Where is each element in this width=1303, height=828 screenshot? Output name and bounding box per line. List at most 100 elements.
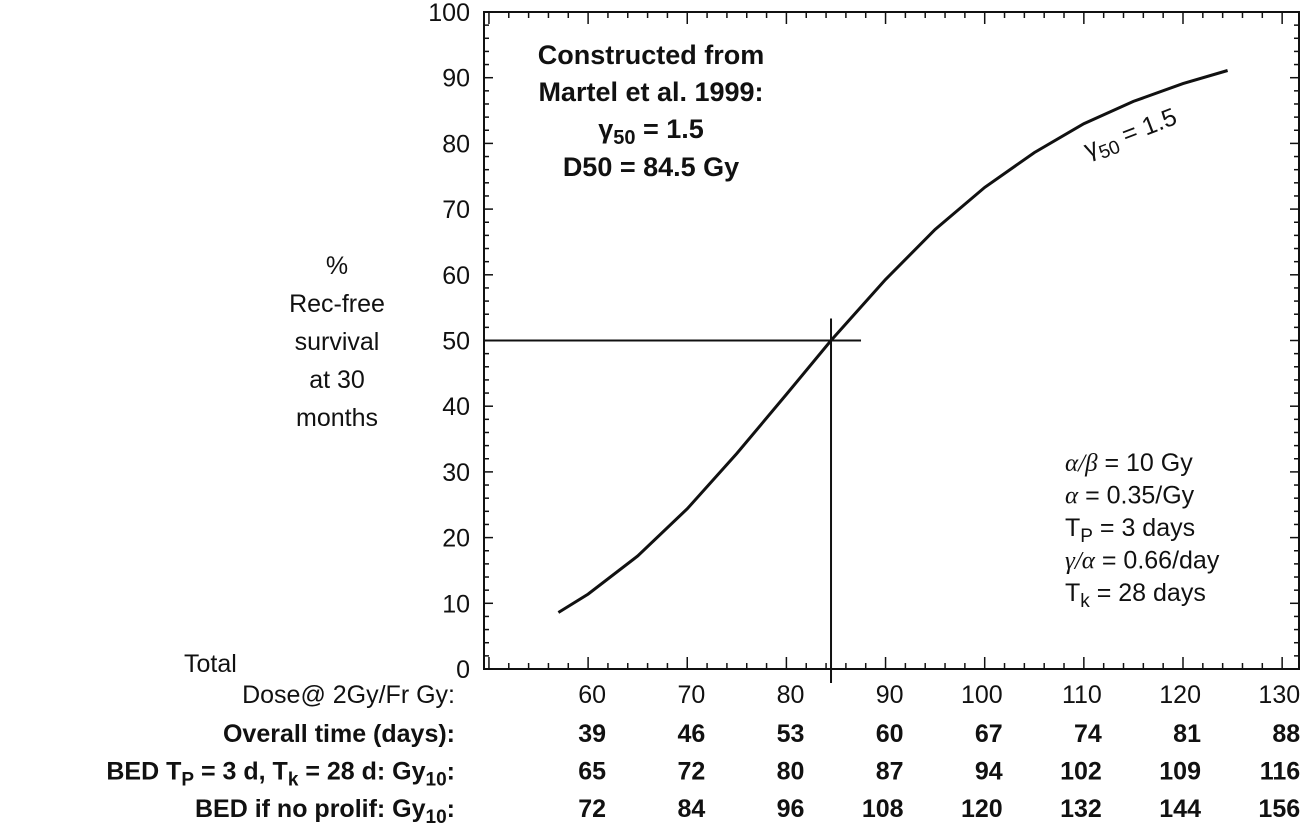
subscript: 10 bbox=[426, 807, 447, 828]
table-row-label: Overall time (days): bbox=[223, 720, 455, 748]
construction-annotation: Constructed from Martel et al. 1999: γ50 =… bbox=[538, 40, 765, 182]
x-tick-label: 120 bbox=[1159, 681, 1201, 709]
dose-table: Overall time (days): 39 46 53 60 67 74 81 88 BED … bbox=[106, 720, 1300, 828]
text-segment: Martel et al. 1999: bbox=[538, 77, 763, 107]
table-cell: 84 bbox=[677, 795, 705, 823]
text-segment: T bbox=[1065, 579, 1080, 607]
y-tick-label: 80 bbox=[442, 130, 470, 158]
y-tick-label: 100 bbox=[428, 0, 470, 27]
y-axis-title-line: % bbox=[326, 252, 348, 280]
x-tick-label: 110 bbox=[1062, 681, 1102, 709]
parameter-line: α/β = 10 Gy bbox=[1065, 449, 1193, 477]
x-tick-labels: 60 70 80 90 100 110 120 130 bbox=[578, 681, 1300, 709]
table-cell: 88 bbox=[1272, 720, 1300, 748]
parameter-line: α = 0.35/Gy bbox=[1065, 482, 1195, 510]
table-cell: 67 bbox=[975, 720, 1003, 748]
table-cell: 109 bbox=[1159, 758, 1201, 786]
subscript: P bbox=[1080, 526, 1093, 547]
subscript: 50 bbox=[613, 127, 635, 149]
x-tick-label: 70 bbox=[677, 681, 705, 709]
x-tick-label: 90 bbox=[876, 681, 904, 709]
table-row-label: BED TP = 3 d, Tk = 28 d: Gy10: bbox=[106, 758, 455, 791]
table-cell: 74 bbox=[1074, 720, 1102, 748]
axis-ticks bbox=[484, 11, 1299, 670]
table-cell: 46 bbox=[677, 720, 705, 748]
annotation-line: D50 = 84.5 Gy bbox=[563, 152, 739, 182]
text-segment: : bbox=[447, 758, 455, 786]
table-cell: 65 bbox=[578, 758, 606, 786]
parameter-line: γ/α = 0.66/day bbox=[1065, 547, 1220, 575]
x-axis-title-line: Dose@ 2Gy/Fr Gy: bbox=[242, 681, 455, 709]
x-tick-label: 100 bbox=[961, 681, 1003, 709]
table-cell: 60 bbox=[876, 720, 904, 748]
y-tick-label: 20 bbox=[442, 525, 470, 553]
table-row: Overall time (days): 39 46 53 60 67 74 81 88 bbox=[223, 720, 1300, 748]
table-cell: 102 bbox=[1060, 758, 1102, 786]
table-cell: 144 bbox=[1159, 795, 1201, 823]
x-tick-label: 60 bbox=[578, 681, 606, 709]
x-tick-label: 130 bbox=[1258, 681, 1300, 709]
subscript: k bbox=[288, 769, 299, 790]
text-segment: BED if no prolif: Gy bbox=[195, 795, 426, 823]
y-axis-title: % Rec-free survival at 30 months bbox=[289, 252, 385, 432]
x-tick-label: 80 bbox=[777, 681, 805, 709]
text-segment: Overall time (days): bbox=[223, 720, 455, 748]
d50-reference-lines bbox=[484, 318, 862, 683]
table-row: BED if no prolif: Gy10: 72 84 96 108 120 132 14… bbox=[195, 795, 1300, 828]
table-cell: 72 bbox=[578, 795, 606, 823]
text-segment: = 28 days bbox=[1090, 579, 1206, 607]
text-segment: T bbox=[1065, 514, 1080, 542]
subscript: P bbox=[181, 769, 194, 790]
text-segment: = 28 d: Gy bbox=[298, 758, 425, 786]
annotation-line: Martel et al. 1999: bbox=[538, 77, 763, 107]
text-segment: γ/α bbox=[1065, 548, 1096, 575]
subscript: k bbox=[1080, 591, 1090, 612]
text-segment: Constructed from bbox=[538, 40, 765, 70]
table-cell: 80 bbox=[777, 758, 805, 786]
parameter-line: TP = 3 days bbox=[1065, 514, 1195, 547]
series-line-gamma50 bbox=[557, 69, 1229, 614]
text-segment: : bbox=[447, 795, 455, 823]
text-segment: BED T bbox=[106, 758, 181, 786]
table-cell: 132 bbox=[1060, 795, 1102, 823]
table-cell: 53 bbox=[777, 720, 805, 748]
annotation-line: γ50 = 1.5 bbox=[598, 114, 704, 149]
y-tick-label: 10 bbox=[442, 590, 470, 618]
text-segment: = 0.35/Gy bbox=[1078, 482, 1195, 510]
series-label-text: γ50 = 1.5 bbox=[1080, 103, 1182, 168]
y-axis-title-line: at 30 bbox=[309, 366, 365, 394]
text-segment: = 1.5 bbox=[635, 114, 703, 144]
x-axis-title-line: Total bbox=[184, 650, 237, 678]
y-tick-label: 40 bbox=[442, 393, 470, 421]
series-label: γ50 = 1.5 bbox=[1080, 103, 1182, 168]
y-tick-label: 60 bbox=[442, 262, 470, 290]
y-axis-title-line: months bbox=[296, 404, 378, 432]
annotation-line: Constructed from bbox=[538, 40, 765, 70]
y-tick-label: 50 bbox=[442, 328, 470, 356]
text-segment: α bbox=[1065, 483, 1079, 510]
parameter-line: Tk = 28 days bbox=[1065, 579, 1206, 612]
table-cell: 81 bbox=[1173, 720, 1201, 748]
text-segment: α/β bbox=[1065, 450, 1098, 477]
y-axis-title-line: Rec-free bbox=[289, 290, 385, 318]
table-cell: 116 bbox=[1260, 758, 1300, 786]
table-cell: 108 bbox=[862, 795, 904, 823]
y-axis-title-line: survival bbox=[295, 328, 380, 356]
y-tick-label: 0 bbox=[456, 656, 470, 684]
table-cell: 72 bbox=[677, 758, 705, 786]
text-segment: γ bbox=[598, 114, 613, 144]
text-segment: = 0.66/day bbox=[1095, 547, 1220, 575]
subscript: 10 bbox=[426, 769, 447, 790]
table-cell: 87 bbox=[876, 758, 904, 786]
table-row: BED TP = 3 d, Tk = 28 d: Gy10: 65 72 80 87 94… bbox=[106, 758, 1300, 791]
y-tick-label: 30 bbox=[442, 459, 470, 487]
y-tick-labels: 0 10 20 30 40 50 60 70 80 90 100 bbox=[428, 0, 470, 684]
text-segment: = 1.5 bbox=[1112, 103, 1181, 152]
table-cell: 94 bbox=[975, 758, 1003, 786]
table-cell: 156 bbox=[1258, 795, 1300, 823]
text-segment: D50 = 84.5 Gy bbox=[563, 152, 739, 182]
table-cell: 39 bbox=[578, 720, 606, 748]
